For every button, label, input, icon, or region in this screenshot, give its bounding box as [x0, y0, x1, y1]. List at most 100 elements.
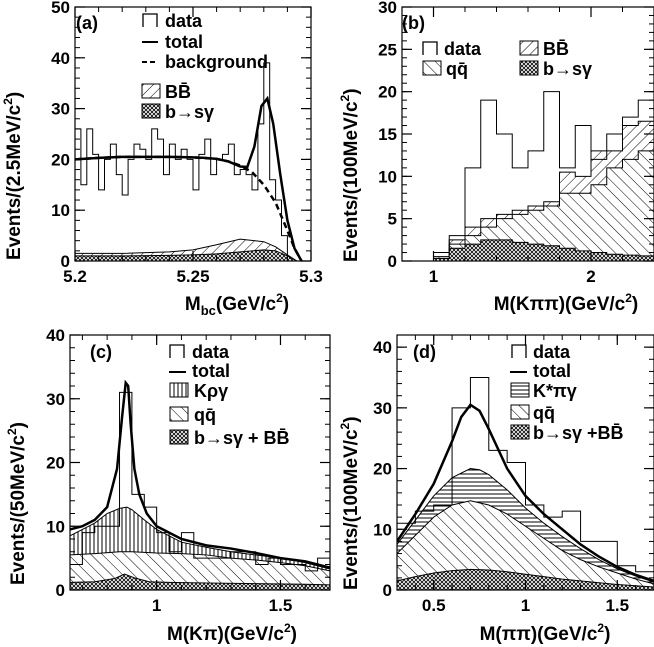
total-curve-a — [75, 95, 303, 261]
legend-a-bsg-symbol — [141, 103, 161, 119]
legend-d-total: total — [533, 361, 571, 381]
legend-c-qq: qq̄ — [194, 405, 216, 425]
y-axis-title-a: Events/(2.5MeV/c2) — [1, 92, 25, 260]
y-tick-label-b: 10 — [378, 167, 397, 186]
y-tick-label-c: 10 — [46, 517, 65, 536]
y-tick-label-a: 40 — [51, 49, 70, 68]
y-axis-title-a-sup: 2 — [1, 98, 15, 105]
x-tick-label-d: 0.5 — [422, 596, 446, 615]
legend-a-bb-symbol — [141, 83, 161, 99]
x-axis-title-b-sup: 2 — [625, 291, 632, 305]
legend-b: data BB̄ qq̄ b→sγ — [422, 39, 592, 79]
total-curve-d — [397, 403, 654, 583]
legend-b-data-symbol — [422, 41, 438, 55]
y-tick-label-c: 40 — [46, 326, 65, 345]
qq-area-d — [397, 500, 654, 590]
plot-area-a: 5.2 5.25 5.3 0 10 20 30 40 50 — [51, 0, 323, 286]
data-histogram-d — [397, 377, 654, 590]
plot-content-c — [70, 379, 330, 590]
legend-a-bb: BB̄ — [165, 82, 191, 102]
y-axis-title-b-main: Events/(100MeV/c — [341, 101, 362, 262]
y-axis-title-c-sup: 2 — [5, 428, 19, 435]
x-tick-label-b: 2 — [586, 267, 595, 286]
y-tick-label-c: 20 — [46, 454, 65, 473]
bsg-area-c — [70, 573, 330, 590]
panel-label-b: (b) — [402, 13, 425, 33]
legend-d-qq-symbol — [510, 404, 530, 420]
plot-content-a — [75, 62, 303, 261]
y-axis-title-d-sup: 2 — [338, 422, 352, 429]
legend-b-bb: BB̄ — [543, 39, 569, 59]
plot-content-b — [402, 91, 654, 261]
y-axis-title-c-main: Events/(50MeV/c — [8, 435, 29, 585]
x-axis-title-a-main: M — [185, 294, 201, 315]
y-tick-label-a: 0 — [61, 252, 70, 271]
y-tick-label-b: 15 — [378, 125, 397, 144]
legend-d-data: data — [533, 342, 571, 362]
panel-label-d: (d) — [413, 342, 436, 362]
plot-content-d — [397, 377, 654, 590]
x-axis-title-a-sup: 2 — [276, 291, 283, 305]
x-axis-title-b: M(Kππ)(GeV/c2) — [494, 291, 639, 315]
x-axis-title-d-sup: 2 — [597, 621, 604, 635]
y-tick-label-a: 10 — [51, 201, 70, 220]
x-axis-title-a: Mbc(GeV/c2) — [185, 291, 289, 318]
y-tick-label-d: 10 — [373, 520, 392, 539]
plot-area-d: 0.5 1 1.5 0 10 20 30 40 — [373, 334, 654, 615]
legend-c-krg: Kργ — [194, 381, 228, 401]
panel-label-a: (a) — [76, 13, 98, 33]
legend-a-background: background — [165, 52, 268, 72]
legend-c-data: data — [192, 342, 230, 362]
y-axis-title-b: Events/(100MeV/c2) — [338, 88, 362, 262]
x-tick-label-d: 1.5 — [605, 596, 629, 615]
x-tick-label-a: 5.3 — [299, 267, 323, 286]
legend-c: data total Kργ qq̄ b→sγ + BB̄ — [169, 342, 290, 448]
y-tick-label-a: 50 — [51, 0, 70, 17]
data-histogram-b — [402, 91, 654, 261]
x-tick-label-b: 1 — [429, 267, 438, 286]
legend-d-qq: qq̄ — [533, 403, 555, 423]
legend-c-bsg-symbol — [169, 429, 189, 445]
x-tick-label-a: 5.2 — [63, 267, 87, 286]
x-axis-title-c-close: ) — [291, 624, 297, 645]
bsg-area-d — [397, 568, 654, 590]
data-histogram-c — [70, 391, 330, 590]
y-axis-title-d: Events/(100MeV/c2) — [338, 416, 362, 590]
y-tick-label-b: 25 — [378, 40, 397, 59]
legend-a-data-symbol — [142, 13, 158, 27]
panel-c: 1 1.5 0 10 20 30 40 (c) data total Kργ qq̄ b→s… — [5, 326, 331, 645]
legend-c-total: total — [192, 361, 230, 381]
panel-label-c: (c) — [90, 342, 112, 362]
legend-b-qq-symbol — [422, 60, 442, 76]
legend-d-bsg-symbol — [510, 424, 530, 440]
legend-c-bsg: b→sγ + BB̄ — [194, 428, 290, 448]
panel-d: 0.5 1 1.5 0 10 20 30 40 (d) data total K*πγ qq̄… — [338, 334, 654, 645]
legend-b-data: data — [444, 39, 482, 59]
x-axis-title-c-sup: 2 — [284, 621, 291, 635]
y-axis-title-d-main: Events/(100MeV/c — [341, 429, 362, 590]
x-axis-title-c: M(Kπ)(GeV/c2) — [167, 621, 297, 645]
x-axis-title-b-main: M(Kππ)(GeV/c — [494, 294, 626, 315]
y-axis-title-c: Events/(50MeV/c2) — [5, 422, 29, 585]
panel-a: 5.2 5.25 5.3 0 10 20 30 40 50 (a) data total bac… — [1, 0, 323, 318]
y-axis-title-d-close: ) — [341, 416, 362, 422]
legend-b-bsg: b→sγ — [543, 59, 592, 79]
legend-c-data-symbol — [169, 344, 185, 358]
y-tick-label-d: 0 — [383, 581, 392, 600]
y-tick-label-b: 30 — [378, 0, 397, 17]
x-axis-title-c-main: M(Kπ)(GeV/c — [167, 624, 284, 645]
y-axis-title-a-close: ) — [4, 92, 25, 98]
x-axis-title-a-unit: (GeV/c — [216, 294, 277, 315]
y-axis-title-b-close: ) — [341, 88, 362, 94]
legend-c-krg-symbol — [169, 382, 189, 398]
legend-a-data: data — [165, 11, 203, 31]
y-axis-title-c-close: ) — [8, 422, 29, 428]
x-axis-title-a-sub: bc — [201, 303, 216, 318]
legend-d-kpg: K*πγ — [533, 381, 577, 401]
x-axis-title-d-main: M(ππ)(GeV/c — [480, 624, 598, 645]
y-tick-label-a: 30 — [51, 100, 70, 119]
x-axis-title-a-close: ) — [283, 294, 289, 315]
legend-b-bb-symbol — [519, 40, 539, 56]
